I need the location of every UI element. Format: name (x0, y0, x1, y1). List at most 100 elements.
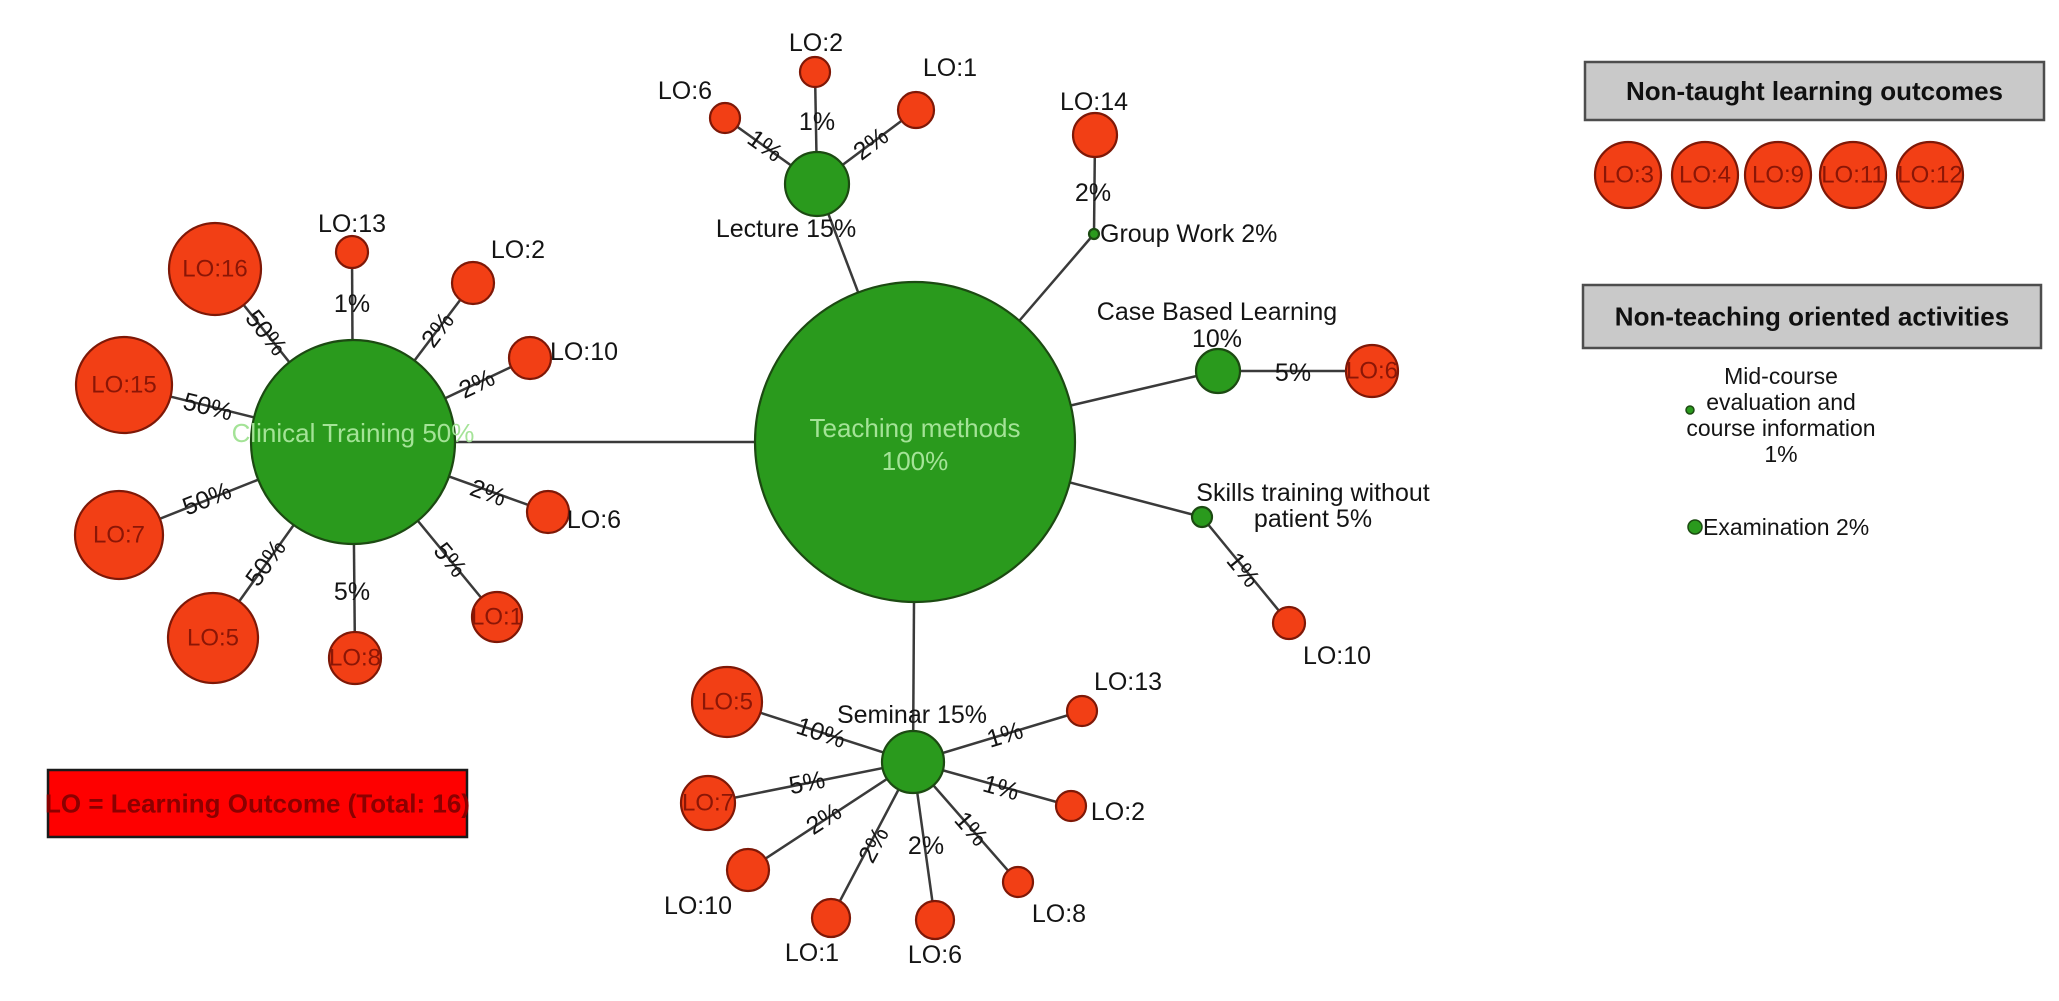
edge-label-clinical-c5: 50% (240, 534, 292, 591)
node-label-nt11: LO:11 (1821, 162, 1885, 189)
node-label-c15: LO:15 (91, 372, 156, 399)
node-label-skills-0: Skills training without (1196, 479, 1429, 507)
edge-label-clinical-c15: 50% (180, 387, 235, 426)
examination-note-dot (1687, 519, 1703, 535)
edge-label-clinical-c1: 5% (428, 537, 473, 583)
examination-note-line-0: Examination 2% (1703, 514, 1869, 540)
node-label-clinical: Clinical Training 50% (232, 418, 475, 448)
node-label-l2: LO:2 (789, 29, 843, 57)
node-teaching (753, 280, 1077, 604)
node-label-casebased-1: 10% (1192, 325, 1242, 353)
mid-course-note-line-2: course information (1686, 415, 1875, 441)
mid-course-note-line-0: Mid-course (1724, 363, 1838, 389)
node-se8 (1001, 865, 1035, 899)
node-c16 (167, 221, 263, 317)
node-nt11 (1818, 140, 1888, 210)
node-se7 (679, 774, 737, 832)
node-l2 (798, 55, 832, 89)
node-label-se1: LO:1 (785, 939, 839, 967)
edge-skills-s10 (1201, 516, 1290, 624)
node-skills (1190, 505, 1214, 529)
node-label-nt12: LO:12 (1897, 162, 1962, 189)
labels-layer: 50%1%2%50%2%50% 2%50%5%5%1%1% 2%2%5%1%10%5… (45, 29, 2009, 969)
node-label-nt3: LO:3 (1602, 162, 1654, 189)
node-label-teaching-1: 100% (882, 446, 949, 476)
node-label-l14: LO:14 (1060, 88, 1128, 116)
node-label-cb6: LO:6 (1346, 358, 1398, 385)
node-s10 (1271, 605, 1307, 641)
edge-label-clinical-c2: 2% (416, 307, 460, 353)
node-c15 (74, 335, 174, 435)
node-label-c7: LO:7 (93, 522, 145, 549)
edge-label-groupwork-l14: 2% (1075, 179, 1111, 207)
node-label-l1: LO:1 (923, 54, 977, 82)
node-casebased (1194, 347, 1242, 395)
node-label-c5: LO:5 (187, 625, 239, 652)
node-label-skills-1: patient 5% (1254, 505, 1372, 533)
node-cb6 (1344, 343, 1400, 399)
node-c6 (525, 489, 571, 535)
node-lecture (783, 150, 851, 218)
edge-label-clinical-c13: 1% (334, 290, 370, 318)
node-c7 (73, 489, 165, 581)
node-label-se2: LO:2 (1091, 798, 1145, 826)
node-c10 (507, 335, 553, 381)
edge-label-lecture-l1: 2% (848, 122, 894, 166)
non-teaching-header-title: Non-teaching oriented activities (1615, 302, 2009, 332)
non-teaching-header (1581, 283, 2043, 350)
edge-label-casebased-cb6: 5% (1275, 359, 1311, 387)
edge-label-seminar-se2: 1% (980, 770, 1022, 807)
node-seminar (880, 729, 946, 795)
node-label-se6: LO:6 (908, 941, 962, 969)
node-se13 (1065, 694, 1099, 728)
edge-label-clinical-c16: 50% (239, 305, 292, 362)
node-c8 (327, 630, 383, 686)
edge-label-lecture-l6: 1% (742, 124, 788, 168)
edge-label-seminar-se10: 2% (801, 797, 847, 840)
edge-label-clinical-c6: 2% (466, 474, 509, 513)
node-label-se10: LO:10 (664, 892, 732, 920)
edge-label-seminar-se1: 2% (853, 822, 895, 867)
node-label-se13: LO:13 (1094, 668, 1162, 696)
mid-course-note-line-1: evaluation and (1706, 389, 1856, 415)
node-nt12 (1895, 140, 1965, 210)
node-label-c16: LO:16 (182, 256, 247, 283)
edge-label-clinical-c7: 50% (179, 477, 236, 522)
edge-label-lecture-l2: 1% (799, 108, 835, 136)
node-c1 (470, 590, 524, 644)
node-label-c8: LO:8 (329, 645, 381, 672)
node-label-seminar: Seminar 15% (837, 701, 987, 729)
edge-seminar-se7 (707, 760, 914, 805)
node-label-nt9: LO:9 (1752, 162, 1804, 189)
node-label-c13: LO:13 (318, 210, 386, 238)
node-label-teaching-0: Teaching methods (809, 413, 1020, 443)
node-c13 (334, 234, 370, 270)
node-se1 (810, 897, 852, 939)
node-label-c1: LO:1 (471, 604, 523, 631)
node-label-c10: LO:10 (550, 338, 618, 366)
node-label-s10: LO:10 (1303, 642, 1371, 670)
lo-legend-box (46, 768, 469, 839)
edge-label-clinical-c10: 2% (455, 364, 500, 405)
mid-course-note-dot (1685, 405, 1695, 415)
node-se5 (690, 665, 764, 739)
node-label-c2: LO:2 (491, 236, 545, 264)
edge-seminar-se10 (747, 760, 914, 872)
node-c2 (450, 260, 496, 306)
node-nt3 (1593, 140, 1663, 210)
node-se6 (914, 899, 956, 941)
nodes-layer (73, 55, 1965, 941)
node-label-lecture: Lecture 15% (716, 215, 856, 243)
mid-course-note-line-3: 1% (1764, 441, 1797, 467)
node-l1 (896, 90, 936, 130)
node-label-se8: LO:8 (1032, 900, 1086, 928)
node-se10 (725, 847, 771, 893)
non-taught-header (1583, 60, 2046, 122)
edge-label-clinical-c8: 5% (334, 578, 370, 606)
node-clinical (249, 338, 457, 546)
node-label-c6: LO:6 (567, 506, 621, 534)
node-l6 (708, 101, 742, 135)
node-nt4 (1670, 140, 1740, 210)
